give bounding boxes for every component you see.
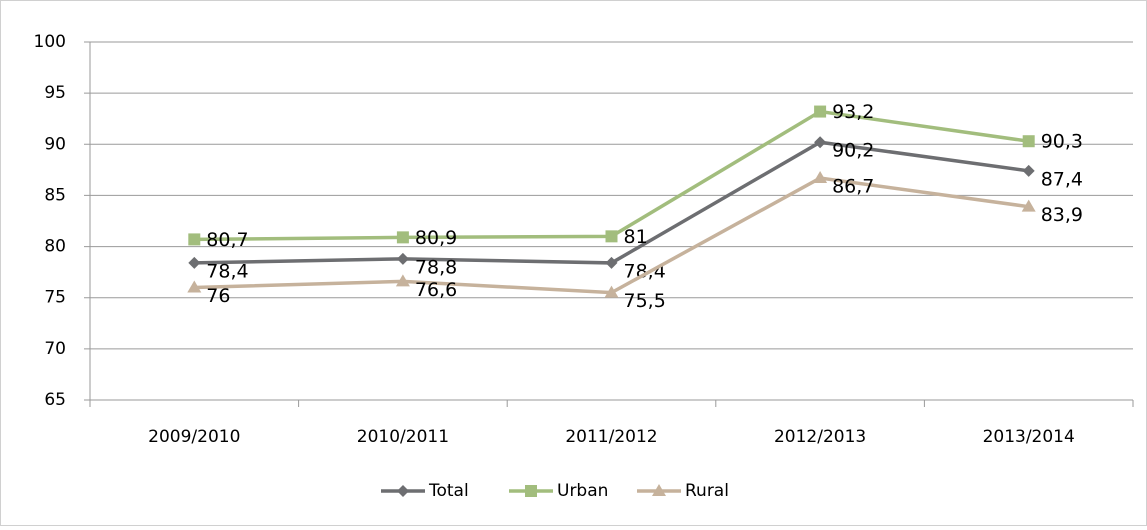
data-point — [1022, 164, 1035, 177]
data-point — [813, 171, 828, 184]
x-tick-label: 2009/2010 — [148, 427, 240, 447]
data-label: 90,3 — [1041, 131, 1083, 153]
legend-marker — [652, 484, 666, 496]
x-tick-label: 2013/2014 — [983, 427, 1075, 447]
data-point — [396, 231, 409, 244]
legend-marker — [397, 485, 409, 497]
data-point — [188, 256, 201, 269]
x-tick-label: 2011/2012 — [565, 427, 657, 447]
data-label: 86,7 — [832, 176, 874, 198]
data-label: 78,8 — [415, 256, 457, 278]
data-label: 80,9 — [415, 227, 457, 249]
y-tick-label: 90 — [44, 134, 66, 154]
data-point — [604, 285, 619, 298]
data-label: 93,2 — [832, 101, 874, 123]
legend-label: Total — [428, 481, 469, 501]
data-point — [814, 136, 827, 149]
y-tick-label: 80 — [44, 237, 66, 257]
data-label: 87,4 — [1041, 168, 1083, 190]
data-point — [396, 252, 409, 265]
data-point — [605, 256, 618, 269]
data-point — [188, 233, 201, 246]
x-tick-label: 2012/2013 — [774, 427, 866, 447]
data-label: 75,5 — [624, 290, 666, 312]
y-tick-label: 65 — [44, 390, 66, 410]
data-point — [187, 280, 202, 293]
data-label: 78,4 — [624, 260, 666, 282]
data-point — [1021, 199, 1036, 212]
x-tick-label: 2010/2011 — [357, 427, 449, 447]
y-tick-label: 75 — [44, 288, 66, 308]
y-tick-label: 95 — [44, 83, 66, 103]
data-point — [395, 274, 410, 287]
data-point — [605, 230, 618, 243]
data-label: 80,7 — [206, 229, 248, 251]
data-point — [1022, 135, 1035, 148]
y-tick-label: 70 — [44, 339, 66, 359]
data-label: 76 — [206, 285, 230, 307]
y-tick-label: 100 — [34, 32, 66, 52]
data-label: 90,2 — [832, 140, 874, 162]
data-label: 76,6 — [415, 279, 457, 301]
data-point — [814, 105, 827, 118]
legend-label: Urban — [557, 481, 608, 501]
data-label: 78,4 — [206, 260, 248, 282]
y-tick-label: 85 — [44, 185, 66, 205]
legend-marker — [525, 485, 537, 497]
legend-label: Rural — [685, 481, 729, 501]
data-label: 83,9 — [1041, 204, 1083, 226]
data-label: 81 — [624, 226, 648, 248]
